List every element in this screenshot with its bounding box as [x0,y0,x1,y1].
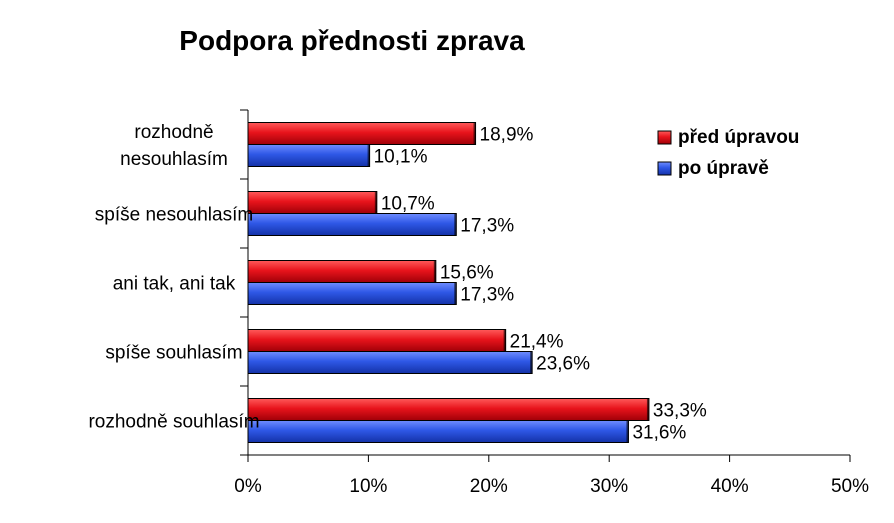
category-label: rozhodně souhlasím [88,412,259,433]
bar-after [247,351,533,374]
data-label: 10,1% [374,147,428,168]
bar-before [247,122,477,145]
category-label: nesouhlasím [120,149,228,170]
bar-before [247,260,437,283]
bar-before [247,398,650,421]
bar-edge [626,420,629,443]
bar-after [247,420,629,443]
x-tick-label: 0% [234,476,262,497]
plot-area: 18,9% 10,1% rozhodně nesouhlasím 10,7% 17,3% s… [88,109,869,497]
category-group: 10,7% 17,3% [247,191,514,237]
bar-edge [454,282,457,305]
x-tick-label: 50% [831,476,869,497]
bar-edge [433,260,436,283]
category-label: spíše souhlasím [105,343,242,364]
bar-edge [646,398,649,421]
bar-after [247,282,457,305]
data-label: 18,9% [480,125,534,146]
bar-after [247,213,457,236]
x-tick-label: 40% [711,476,749,497]
bar-after [247,144,371,167]
legend-swatch [657,161,672,176]
data-label: 31,6% [632,423,686,444]
legend: před úpravou po úpravě [657,127,799,179]
bar-edge [454,213,457,236]
category-group: 33,3%31,6% [247,398,707,444]
data-label: 15,6% [440,263,494,284]
bar-edge [374,191,377,214]
data-label: 33,3% [653,401,707,422]
category-label: rozhodně [134,122,213,143]
bar-edge [530,351,533,374]
data-label: 10,7% [381,194,435,215]
category-group: 18,9% 10,1% [247,122,534,168]
x-tick-label: 20% [470,476,508,497]
chart-title: Podpora přednosti zprava [179,25,525,56]
category-label: spíše nesouhlasím [95,205,253,226]
x-tick-label: 10% [349,476,387,497]
category-group: 21,4%23,6% [247,329,590,375]
category-label: ani tak, ani tak [113,274,236,295]
x-tick-label: 30% [590,476,628,497]
bar-edge [503,329,506,352]
data-label: 17,3% [460,285,514,306]
data-label: 21,4% [510,332,564,353]
bar-edge [367,144,370,167]
legend-label: po úpravě [678,158,769,179]
legend-swatch [657,130,672,145]
legend-label: před úpravou [678,127,799,148]
category-group: 15,6%17,3% [247,260,514,306]
data-label: 17,3% [460,216,514,237]
bar-before [247,329,507,352]
bar-edge [473,122,476,145]
bar-before [247,191,378,214]
data-label: 23,6% [536,354,590,375]
